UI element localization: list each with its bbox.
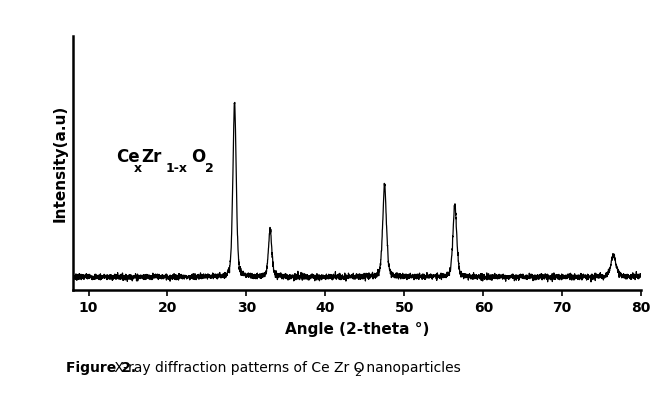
Text: O: O <box>191 148 206 166</box>
Text: Ce: Ce <box>116 148 139 166</box>
Text: 2: 2 <box>354 368 361 378</box>
X-axis label: Angle (2-theta °): Angle (2-theta °) <box>285 322 429 337</box>
Text: 1-x: 1-x <box>165 162 187 174</box>
Text: 2: 2 <box>206 162 214 174</box>
Y-axis label: Intensity(a.u): Intensity(a.u) <box>52 105 67 222</box>
Text: nanoparticles: nanoparticles <box>362 361 461 375</box>
Text: x: x <box>134 162 141 174</box>
Text: Figure 2.: Figure 2. <box>66 361 136 375</box>
Text: X-ray diffraction patterns of Ce Zr O: X-ray diffraction patterns of Ce Zr O <box>110 361 365 375</box>
Text: Zr: Zr <box>141 148 162 166</box>
